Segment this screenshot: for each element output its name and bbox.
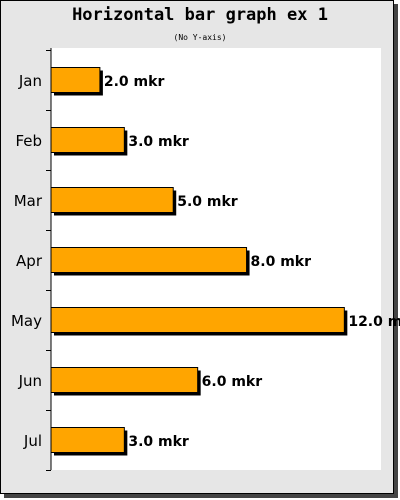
category-label: Jan: [18, 72, 42, 90]
bar-value-label: 12.0 mkr: [348, 314, 400, 330]
chart-subtitle: (No Y-axis): [174, 33, 227, 42]
bar: [50, 307, 345, 333]
bar: [50, 187, 174, 213]
chart-title: Horizontal bar graph ex 1: [72, 5, 328, 25]
bar-value-label: 2.0 mkr: [104, 74, 165, 90]
bar: [50, 427, 125, 453]
bar: [50, 67, 101, 93]
category-label: Apr: [16, 252, 43, 270]
category-label: Jul: [23, 432, 42, 450]
bar-value-label: 6.0 mkr: [202, 374, 263, 390]
category-label: Jun: [18, 372, 42, 390]
bar: [50, 247, 248, 273]
bar-value-label: 3.0 mkr: [128, 434, 189, 450]
bar-value-label: 3.0 mkr: [128, 134, 189, 150]
category-label: Feb: [15, 132, 42, 150]
category-axis: Jan Feb Mar Apr May Jun Jul: [11, 48, 52, 471]
bars-group: [50, 67, 348, 456]
category-label: May: [11, 312, 42, 330]
bar-value-label: 8.0 mkr: [251, 254, 312, 270]
bar-value-label: 5.0 mkr: [177, 194, 238, 210]
bar: [50, 127, 125, 153]
labels-group: 2.0 mkr 3.0 mkr 5.0 mkr 8.0 mkr 12.0 mkr 6.0 …: [104, 74, 400, 450]
bar: [50, 367, 199, 393]
category-label: Mar: [14, 192, 43, 210]
